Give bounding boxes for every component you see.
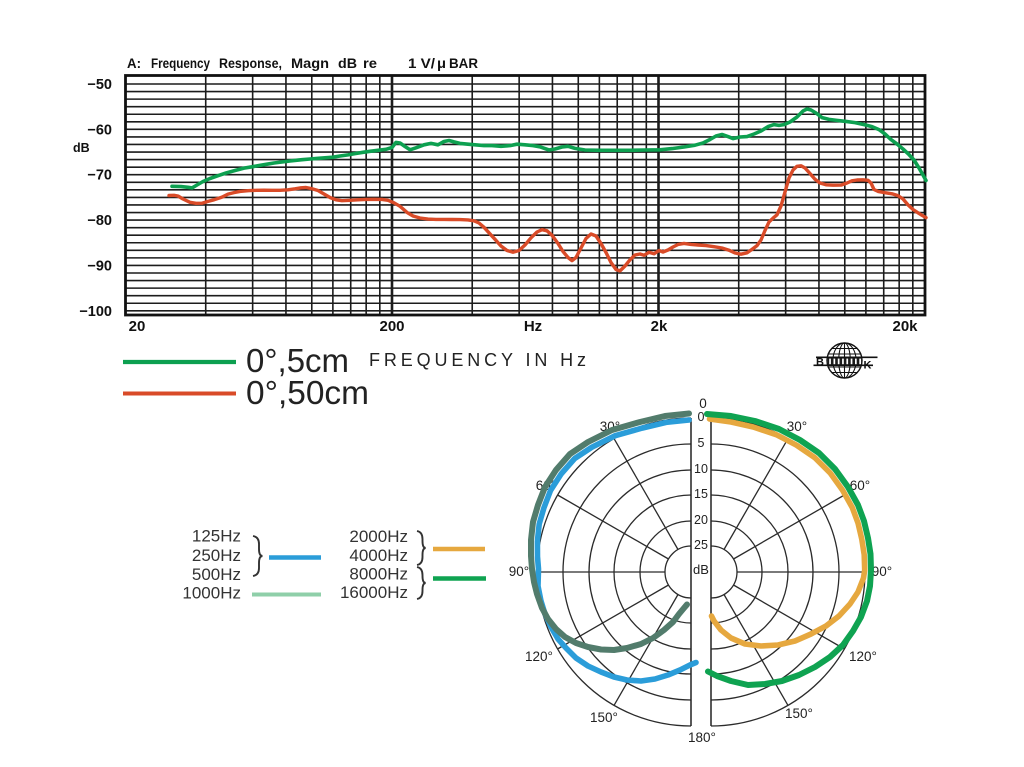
svg-text:120°: 120° (525, 649, 553, 664)
svg-text:−100: −100 (79, 304, 112, 320)
svg-text:dB: dB (73, 141, 90, 155)
svg-text:60°: 60° (850, 478, 870, 493)
svg-text:16000Hz: 16000Hz (340, 583, 408, 602)
svg-text:FREQUENCY IN Hz: FREQUENCY IN Hz (369, 350, 586, 370)
svg-text:−50: −50 (87, 77, 112, 93)
svg-text:150°: 150° (785, 706, 813, 721)
svg-text:−80: −80 (87, 213, 112, 229)
svg-text:A:: A: (127, 56, 141, 71)
svg-text:0°,5cm: 0°,5cm (246, 342, 349, 379)
svg-text:2000Hz: 2000Hz (349, 527, 408, 546)
svg-text:K: K (864, 360, 872, 372)
svg-text:1 V/: 1 V/ (408, 56, 435, 71)
svg-text:20k: 20k (892, 318, 918, 335)
svg-text:20: 20 (694, 513, 708, 527)
svg-text:25: 25 (694, 538, 708, 552)
svg-text:20: 20 (129, 318, 146, 335)
svg-text:BAR: BAR (449, 56, 478, 71)
svg-text:Response,: Response, (219, 56, 282, 71)
svg-text:30°: 30° (787, 419, 807, 434)
svg-text:500Hz: 500Hz (192, 565, 241, 584)
svg-text:150°: 150° (590, 710, 618, 725)
svg-text:180°: 180° (688, 730, 716, 745)
svg-text:dB: dB (693, 562, 709, 577)
svg-text:125Hz: 125Hz (192, 527, 241, 546)
svg-text:μ: μ (437, 56, 446, 71)
svg-text:Hz: Hz (524, 318, 542, 335)
svg-text:−70: −70 (87, 168, 112, 184)
svg-text:4000Hz: 4000Hz (349, 546, 408, 565)
svg-text:Frequency: Frequency (151, 56, 210, 71)
svg-text:250Hz: 250Hz (192, 546, 241, 565)
svg-text:90°: 90° (509, 564, 529, 579)
svg-text:8000Hz: 8000Hz (349, 565, 408, 584)
svg-text:5: 5 (698, 436, 705, 450)
svg-text:−60: −60 (87, 122, 112, 138)
svg-text:dB: dB (338, 56, 357, 71)
svg-text:2k: 2k (651, 318, 668, 335)
svg-text:0: 0 (698, 410, 705, 424)
svg-text:re: re (363, 56, 378, 71)
svg-text:15: 15 (694, 487, 708, 501)
svg-text:B: B (816, 357, 824, 369)
svg-text:0: 0 (699, 396, 707, 411)
svg-text:−90: −90 (87, 258, 112, 274)
svg-text:Magn: Magn (291, 56, 329, 71)
svg-text:10: 10 (694, 462, 708, 476)
svg-text:90°: 90° (872, 564, 892, 579)
svg-text:200: 200 (379, 318, 404, 335)
svg-text:0°,50cm: 0°,50cm (246, 374, 369, 411)
svg-text:120°: 120° (849, 649, 877, 664)
svg-text:1000Hz: 1000Hz (182, 584, 241, 603)
